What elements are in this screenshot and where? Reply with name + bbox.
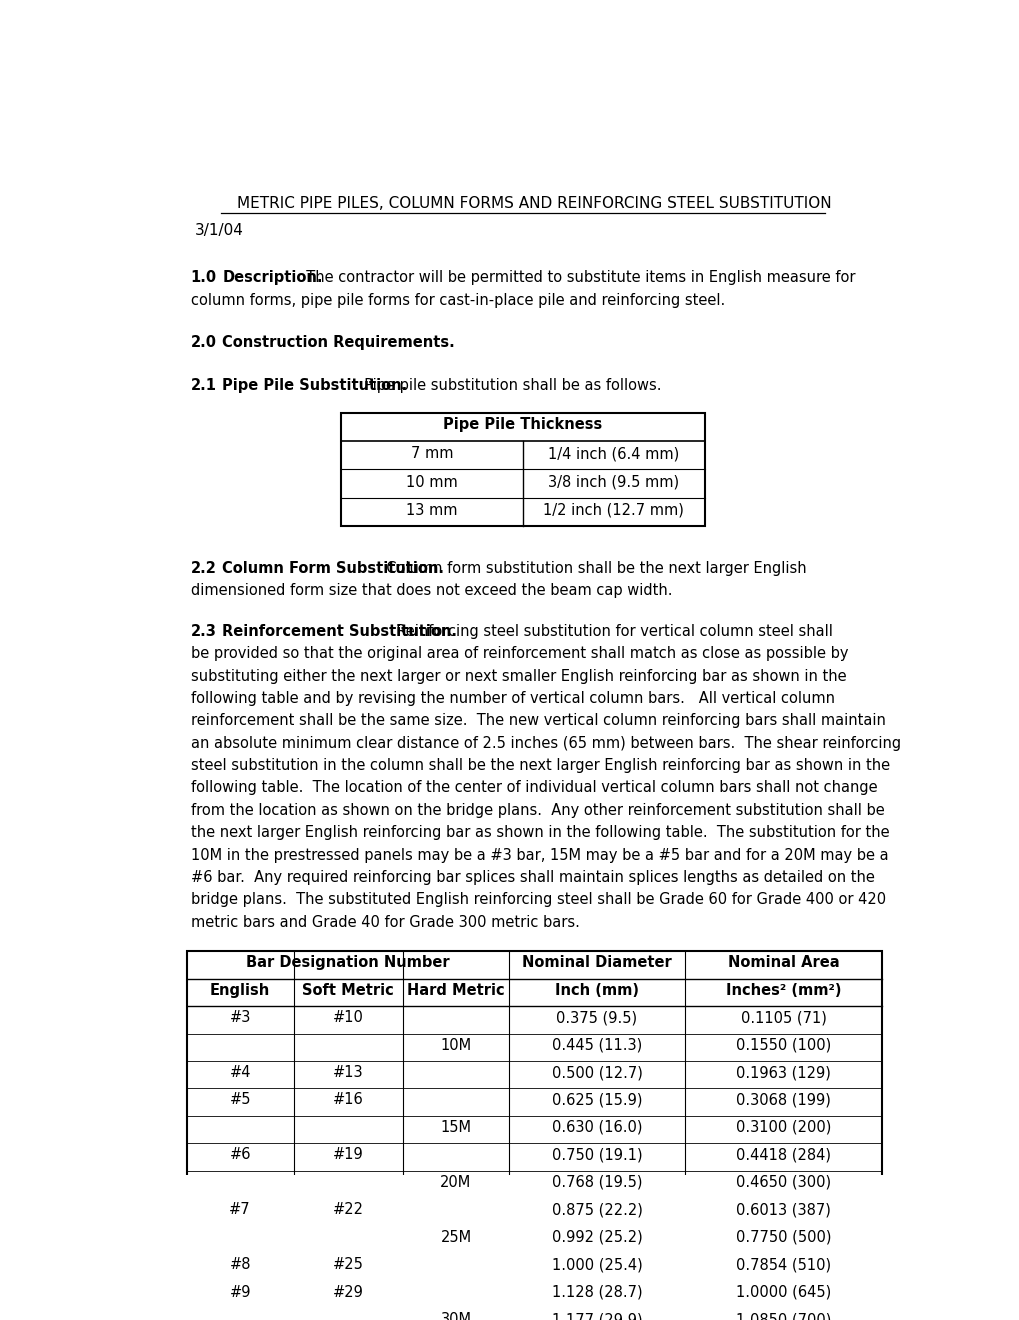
Text: 0.3068 (199): 0.3068 (199) xyxy=(736,1093,830,1107)
Text: 0.625 (15.9): 0.625 (15.9) xyxy=(551,1093,642,1107)
Text: English: English xyxy=(210,982,270,998)
Text: column forms, pipe pile forms for cast-in-place pile and reinforcing steel.: column forms, pipe pile forms for cast-i… xyxy=(191,293,725,308)
Text: Hard Metric: Hard Metric xyxy=(407,982,504,998)
Text: Inches² (mm²): Inches² (mm²) xyxy=(726,982,841,998)
Text: 15M: 15M xyxy=(440,1119,471,1135)
Text: #4: #4 xyxy=(229,1065,251,1080)
Text: #6 bar.  Any required reinforcing bar splices shall maintain splices lengths as : #6 bar. Any required reinforcing bar spl… xyxy=(191,870,873,884)
Text: 0.4650 (300): 0.4650 (300) xyxy=(736,1175,830,1189)
Text: 2.3: 2.3 xyxy=(191,624,216,639)
Text: 1.0000 (645): 1.0000 (645) xyxy=(736,1284,830,1300)
Text: an absolute minimum clear distance of 2.5 inches (65 mm) between bars.  The shea: an absolute minimum clear distance of 2.… xyxy=(191,735,900,751)
Text: #29: #29 xyxy=(332,1284,363,1300)
Text: #22: #22 xyxy=(332,1203,363,1217)
Text: Inch (mm): Inch (mm) xyxy=(554,982,639,998)
Text: from the location as shown on the bridge plans.  Any other reinforcement substit: from the location as shown on the bridge… xyxy=(191,803,883,818)
Text: Column Form Substitution.: Column Form Substitution. xyxy=(222,561,444,576)
Text: 2.0: 2.0 xyxy=(191,335,216,350)
Text: #19: #19 xyxy=(332,1147,363,1163)
Bar xyxy=(186,952,881,1320)
Text: following table.  The location of the center of individual vertical column bars : following table. The location of the cen… xyxy=(191,780,876,796)
Text: 1.128 (28.7): 1.128 (28.7) xyxy=(551,1284,642,1300)
Text: 0.375 (9.5): 0.375 (9.5) xyxy=(556,1010,637,1026)
Text: 1.177 (29.9): 1.177 (29.9) xyxy=(551,1312,642,1320)
Text: bridge plans.  The substituted English reinforcing steel shall be Grade 60 for G: bridge plans. The substituted English re… xyxy=(191,892,884,907)
Text: Pipe Pile Substitution.: Pipe Pile Substitution. xyxy=(222,378,408,393)
Text: 0.1105 (71): 0.1105 (71) xyxy=(740,1010,825,1026)
Text: #16: #16 xyxy=(332,1093,363,1107)
Text: 0.445 (11.3): 0.445 (11.3) xyxy=(551,1038,642,1052)
Text: 1.0: 1.0 xyxy=(191,271,217,285)
Text: 0.1963 (129): 0.1963 (129) xyxy=(736,1065,830,1080)
Text: 0.992 (25.2): 0.992 (25.2) xyxy=(551,1230,642,1245)
Text: Nominal Area: Nominal Area xyxy=(728,956,839,970)
Text: following table and by revising the number of vertical column bars.   All vertic: following table and by revising the numb… xyxy=(191,690,834,706)
Text: #9: #9 xyxy=(229,1284,251,1300)
Text: #25: #25 xyxy=(332,1257,363,1272)
Text: 0.1550 (100): 0.1550 (100) xyxy=(736,1038,830,1052)
Bar xyxy=(340,413,704,527)
Text: #10: #10 xyxy=(332,1010,363,1026)
Text: 0.6013 (387): 0.6013 (387) xyxy=(736,1203,830,1217)
Text: 10 mm: 10 mm xyxy=(406,474,458,490)
Text: 0.4418 (284): 0.4418 (284) xyxy=(736,1147,830,1163)
Text: 0.3100 (200): 0.3100 (200) xyxy=(735,1119,830,1135)
Text: Reinforcing steel substitution for vertical column steel shall: Reinforcing steel substitution for verti… xyxy=(386,624,832,639)
Text: 1.000 (25.4): 1.000 (25.4) xyxy=(551,1257,642,1272)
Text: #6: #6 xyxy=(229,1147,251,1163)
Text: be provided so that the original area of reinforcement shall match as close as p: be provided so that the original area of… xyxy=(191,647,848,661)
Text: 0.630 (16.0): 0.630 (16.0) xyxy=(551,1119,642,1135)
Text: 30M: 30M xyxy=(440,1312,471,1320)
Text: substituting either the next larger or next smaller English reinforcing bar as s: substituting either the next larger or n… xyxy=(191,669,846,684)
Text: steel substitution in the column shall be the next larger English reinforcing ba: steel substitution in the column shall b… xyxy=(191,758,889,774)
Text: #5: #5 xyxy=(229,1093,251,1107)
Text: Reinforcement Substitution.: Reinforcement Substitution. xyxy=(222,624,457,639)
Text: 2.2: 2.2 xyxy=(191,561,216,576)
Text: The contractor will be permitted to substitute items in English measure for: The contractor will be permitted to subs… xyxy=(297,271,854,285)
Text: Pipe Pile Thickness: Pipe Pile Thickness xyxy=(442,417,602,432)
Text: 0.7750 (500): 0.7750 (500) xyxy=(735,1230,830,1245)
Text: 0.750 (19.1): 0.750 (19.1) xyxy=(551,1147,642,1163)
Text: dimensioned form size that does not exceed the beam cap width.: dimensioned form size that does not exce… xyxy=(191,583,672,598)
Text: 7 mm: 7 mm xyxy=(411,446,452,461)
Text: reinforcement shall be the same size.  The new vertical column reinforcing bars : reinforcement shall be the same size. Th… xyxy=(191,713,884,729)
Text: 13 mm: 13 mm xyxy=(406,503,458,517)
Text: 2.1: 2.1 xyxy=(191,378,216,393)
Text: metric bars and Grade 40 for Grade 300 metric bars.: metric bars and Grade 40 for Grade 300 m… xyxy=(191,915,579,929)
Text: 0.768 (19.5): 0.768 (19.5) xyxy=(551,1175,642,1189)
Text: 0.875 (22.2): 0.875 (22.2) xyxy=(551,1203,642,1217)
Text: 1/2 inch (12.7 mm): 1/2 inch (12.7 mm) xyxy=(543,503,684,517)
Text: 3/1/04: 3/1/04 xyxy=(195,223,244,239)
Text: Description.: Description. xyxy=(222,271,323,285)
Text: 10M in the prestressed panels may be a #3 bar, 15M may be a #5 bar and for a 20M: 10M in the prestressed panels may be a #… xyxy=(191,847,888,862)
Text: the next larger English reinforcing bar as shown in the following table.  The su: the next larger English reinforcing bar … xyxy=(191,825,889,840)
Text: #8: #8 xyxy=(229,1257,251,1272)
Text: 0.7854 (510): 0.7854 (510) xyxy=(736,1257,830,1272)
Text: Pipe pile substitution shall be as follows.: Pipe pile substitution shall be as follo… xyxy=(355,378,661,393)
Text: 0.500 (12.7): 0.500 (12.7) xyxy=(551,1065,642,1080)
Text: Construction Requirements.: Construction Requirements. xyxy=(222,335,454,350)
Text: 1/4 inch (6.4 mm): 1/4 inch (6.4 mm) xyxy=(547,446,679,461)
Text: 3/8 inch (9.5 mm): 3/8 inch (9.5 mm) xyxy=(547,474,679,490)
Text: Bar Designation Number: Bar Designation Number xyxy=(246,956,449,970)
Text: METRIC PIPE PILES, COLUMN FORMS AND REINFORCING STEEL SUBSTITUTION: METRIC PIPE PILES, COLUMN FORMS AND REIN… xyxy=(237,195,832,211)
Text: #7: #7 xyxy=(229,1203,251,1217)
Text: 20M: 20M xyxy=(440,1175,471,1189)
Text: Soft Metric: Soft Metric xyxy=(302,982,393,998)
Text: 1.0850 (700): 1.0850 (700) xyxy=(735,1312,830,1320)
Text: #13: #13 xyxy=(332,1065,363,1080)
Text: 25M: 25M xyxy=(440,1230,471,1245)
Text: #3: #3 xyxy=(229,1010,251,1026)
Text: 10M: 10M xyxy=(440,1038,471,1052)
Text: Column form substitution shall be the next larger English: Column form substitution shall be the ne… xyxy=(377,561,806,576)
Text: Nominal Diameter: Nominal Diameter xyxy=(522,956,672,970)
